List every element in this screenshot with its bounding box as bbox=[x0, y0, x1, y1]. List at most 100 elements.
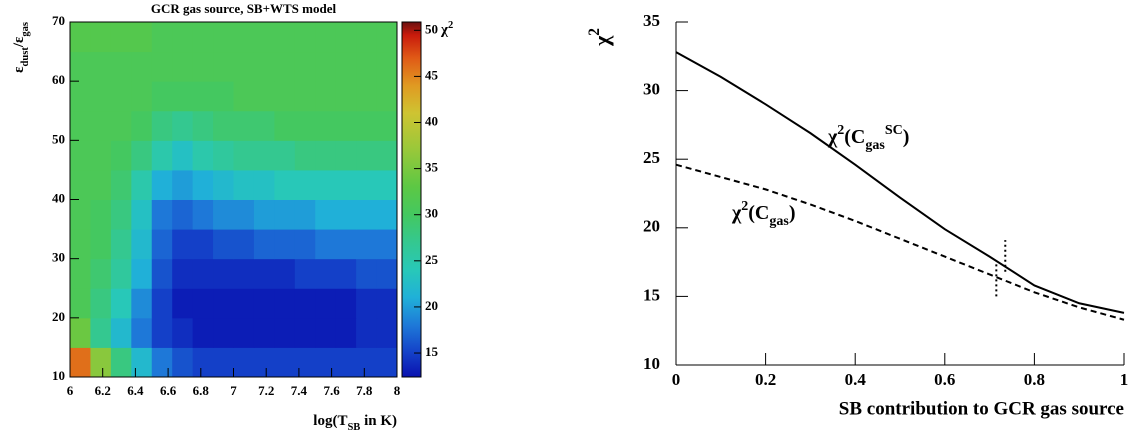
heatmap-cell bbox=[131, 229, 153, 260]
heatmap-cell bbox=[253, 317, 275, 348]
y-tick-label: 50 bbox=[52, 131, 65, 146]
heatmap-cell bbox=[315, 81, 337, 112]
heatmap-cell bbox=[131, 317, 153, 348]
heatmap-cell bbox=[70, 22, 91, 53]
heatmap-cell bbox=[356, 258, 378, 289]
heatmap-cell bbox=[110, 140, 132, 171]
heatmap-cell bbox=[233, 22, 255, 53]
heatmap-cell bbox=[151, 51, 173, 82]
text-run: 2 bbox=[741, 199, 748, 214]
heatmap-cell bbox=[172, 258, 194, 289]
heatmap-cell bbox=[70, 229, 91, 260]
heatmap-cell bbox=[90, 258, 112, 289]
heatmap-cell bbox=[110, 169, 132, 200]
heatmap-cell bbox=[253, 258, 275, 289]
text-run: gas bbox=[20, 22, 31, 37]
heatmap-cell bbox=[213, 22, 234, 53]
text-run: χ bbox=[440, 22, 449, 38]
heatmap-cell bbox=[151, 347, 173, 378]
heatmap-cell bbox=[110, 199, 132, 230]
heatmap-cell bbox=[376, 169, 398, 200]
series-label: χ2(Cgas) bbox=[731, 199, 795, 229]
heatmap-cell bbox=[294, 258, 316, 289]
heatmap-cell bbox=[315, 140, 337, 171]
colorbar-tick-label: 45 bbox=[425, 67, 439, 82]
heatmap-cell bbox=[131, 22, 153, 53]
heatmap-cell bbox=[253, 347, 275, 378]
heatmap-cell bbox=[131, 110, 153, 141]
heatmap-cell bbox=[274, 229, 296, 260]
heatmap-cell bbox=[110, 258, 132, 289]
heatmap-cell bbox=[131, 81, 153, 112]
colorbar bbox=[401, 21, 422, 378]
colorbar-tick-label: 15 bbox=[425, 344, 439, 359]
heatmap-cell bbox=[70, 258, 91, 289]
heatmap-cell bbox=[131, 51, 153, 82]
x-tick-label: 0 bbox=[672, 370, 681, 389]
x-tick-label: 7.4 bbox=[291, 383, 308, 398]
x-tick-label: 7.2 bbox=[258, 383, 274, 398]
heatmap-cell bbox=[356, 229, 378, 260]
x-tick-label: 6.6 bbox=[160, 383, 177, 398]
heatmap-cell bbox=[70, 288, 91, 319]
heatmap-cell bbox=[151, 229, 173, 260]
heatmap-cell bbox=[356, 169, 378, 200]
heatmap-cell bbox=[213, 169, 234, 200]
heatmap-cell bbox=[110, 229, 132, 260]
heatmap-cell bbox=[233, 347, 255, 378]
heatmap-cell bbox=[233, 199, 255, 230]
heatmap-cell bbox=[376, 347, 398, 378]
x-tick-label: 0.8 bbox=[1024, 370, 1045, 389]
heatmap-cell bbox=[192, 199, 214, 230]
heatmap-cell bbox=[335, 288, 357, 319]
heatmap-cell bbox=[335, 140, 357, 171]
y-tick-label: 15 bbox=[643, 285, 660, 304]
heatmap-cell bbox=[213, 347, 234, 378]
heatmap-cell bbox=[294, 81, 316, 112]
heatmap-cell bbox=[294, 22, 316, 53]
heatmap-cell bbox=[90, 317, 112, 348]
heatmap-cell bbox=[70, 347, 91, 378]
heatmap-cell bbox=[294, 288, 316, 319]
heatmap-cell bbox=[110, 81, 132, 112]
x-tick-label: 6.8 bbox=[193, 383, 210, 398]
heatmap-cell bbox=[356, 347, 378, 378]
heatmap-cell bbox=[90, 169, 112, 200]
heatmap-cell bbox=[192, 288, 214, 319]
text-run: ) bbox=[903, 126, 910, 148]
heatmap-cell bbox=[172, 110, 194, 141]
heatmap-cell bbox=[213, 81, 234, 112]
heatmap-cell bbox=[70, 199, 91, 230]
heatmap-cell bbox=[233, 229, 255, 260]
colorbar-tick-label: 50 bbox=[425, 21, 438, 36]
y-tick-label: 35 bbox=[643, 11, 660, 30]
x-tick-label: 6.2 bbox=[95, 383, 111, 398]
colorbar-tick-label: 25 bbox=[425, 252, 439, 267]
colorbar-title: χ2 bbox=[440, 20, 453, 39]
heatmap-cell bbox=[192, 51, 214, 82]
heatmap-cell bbox=[192, 258, 214, 289]
colorbar-tick-label: 35 bbox=[425, 160, 439, 175]
heatmap-cell bbox=[90, 81, 112, 112]
heatmap-cell bbox=[70, 140, 91, 171]
heatmap-cell bbox=[253, 288, 275, 319]
heatmap-cell bbox=[131, 258, 153, 289]
heatmap-cell bbox=[151, 199, 173, 230]
x-tick-label: 7.8 bbox=[356, 383, 373, 398]
heatmap-cell bbox=[376, 140, 398, 171]
heatmap-cell bbox=[274, 258, 296, 289]
heatmap-cell bbox=[274, 288, 296, 319]
heatmap-cell bbox=[253, 51, 275, 82]
y-tick-label: 30 bbox=[52, 250, 65, 265]
heatmap-cell bbox=[376, 317, 398, 348]
y-tick-label: 20 bbox=[52, 309, 65, 324]
heatmap-cell bbox=[192, 347, 214, 378]
heatmap-cell bbox=[172, 229, 194, 260]
text-run: ) bbox=[789, 202, 796, 224]
text-run: SB bbox=[347, 422, 360, 433]
heatmap-cell bbox=[131, 169, 153, 200]
heatmap-cell bbox=[192, 140, 214, 171]
data-line bbox=[675, 163, 1125, 321]
text-run: (C bbox=[748, 202, 769, 224]
heatmap-cell bbox=[253, 81, 275, 112]
